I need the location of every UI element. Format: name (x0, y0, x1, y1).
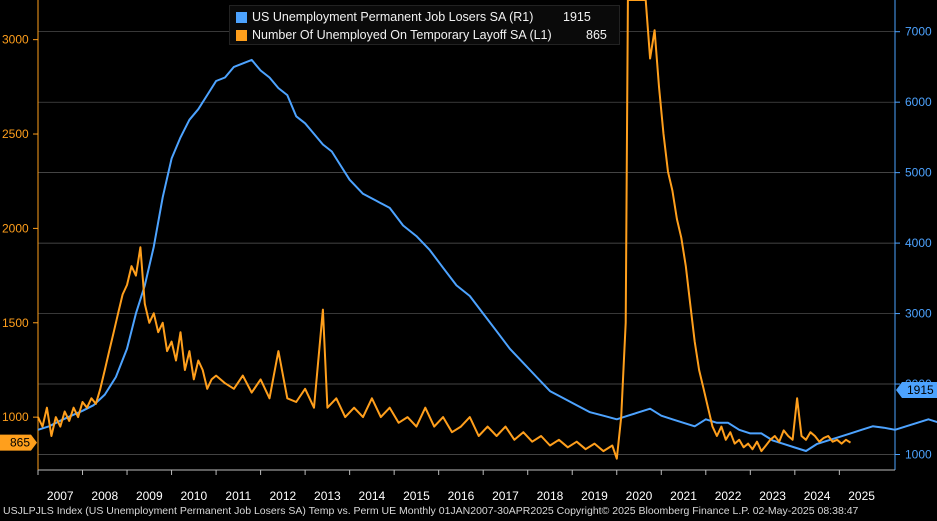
left-tick-label: 3000 (2, 33, 29, 47)
x-tick-label: 2018 (537, 489, 564, 503)
grid-lines (38, 31, 895, 455)
right-tick-label: 1000 (905, 447, 932, 461)
end-label-permanent-box (896, 382, 937, 399)
x-tick-label: 2024 (804, 489, 831, 503)
x-tick-label: 2008 (91, 489, 118, 503)
x-tick-label: 2017 (492, 489, 519, 503)
series-line-temporary (37, 0, 852, 460)
left-tick-label: 1500 (2, 316, 29, 330)
x-tick-label: 2025 (848, 489, 875, 503)
x-tick-label: 2019 (581, 489, 608, 503)
x-tick-label: 2023 (759, 489, 786, 503)
series-lines (37, 0, 937, 460)
legend-entry-temporary: Number Of Unemployed On Temporary Layoff… (236, 26, 607, 44)
x-tick-label: 2007 (47, 489, 74, 503)
x-tick-label: 2009 (136, 489, 163, 503)
left-tick-label: 1000 (2, 410, 29, 424)
legend-entry-permanent: US Unemployment Permanent Job Losers SA … (236, 8, 591, 26)
right-tick-label: 7000 (905, 25, 932, 39)
right-tick-label: 5000 (905, 166, 932, 180)
legend-label-permanent: US Unemployment Permanent Job Losers SA … (252, 10, 534, 24)
end-value-labels: 1915 865 (0, 382, 937, 451)
legend-swatch-permanent (236, 11, 247, 23)
right-tick-label: 3000 (905, 307, 932, 321)
end-label-temporary: 865 (10, 436, 30, 450)
right-tick-label: 4000 (905, 236, 932, 250)
x-tick-label: 2011 (225, 489, 251, 503)
x-tick-label: 2012 (270, 489, 297, 503)
x-tick-label: 2015 (403, 489, 430, 503)
footer-source-text: USJLPJLS Index (US Unemployment Permanen… (3, 505, 859, 517)
x-tick-label: 2014 (359, 489, 386, 503)
x-axis: 2007 2008 2009 2010 2011 2012 2013 2014 2015 2016… (37, 469, 895, 503)
x-tick-label: 2022 (715, 489, 742, 503)
x-tick-label: 2016 (448, 489, 475, 503)
legend-value-permanent: 1915 (563, 10, 591, 24)
end-label-permanent: 1915 (907, 383, 934, 397)
series-line-permanent (37, 58, 937, 452)
x-tick-label: 2013 (314, 489, 341, 503)
legend-label-temporary: Number Of Unemployed On Temporary Layoff… (252, 28, 552, 42)
right-tick-label: 6000 (905, 95, 932, 109)
end-label-temporary-box (0, 434, 37, 451)
left-axis: 1000 1500 2000 2500 3000 (2, 0, 39, 470)
x-tick-label: 2020 (626, 489, 653, 503)
left-tick-label: 2000 (2, 221, 29, 235)
x-tick-label: 2010 (180, 489, 207, 503)
x-tick-label: 2021 (670, 489, 697, 503)
legend-swatch-temporary (236, 29, 247, 41)
legend: US Unemployment Permanent Job Losers SA … (229, 5, 620, 45)
legend-value-temporary: 865 (586, 28, 607, 42)
left-tick-label: 2500 (2, 127, 29, 141)
